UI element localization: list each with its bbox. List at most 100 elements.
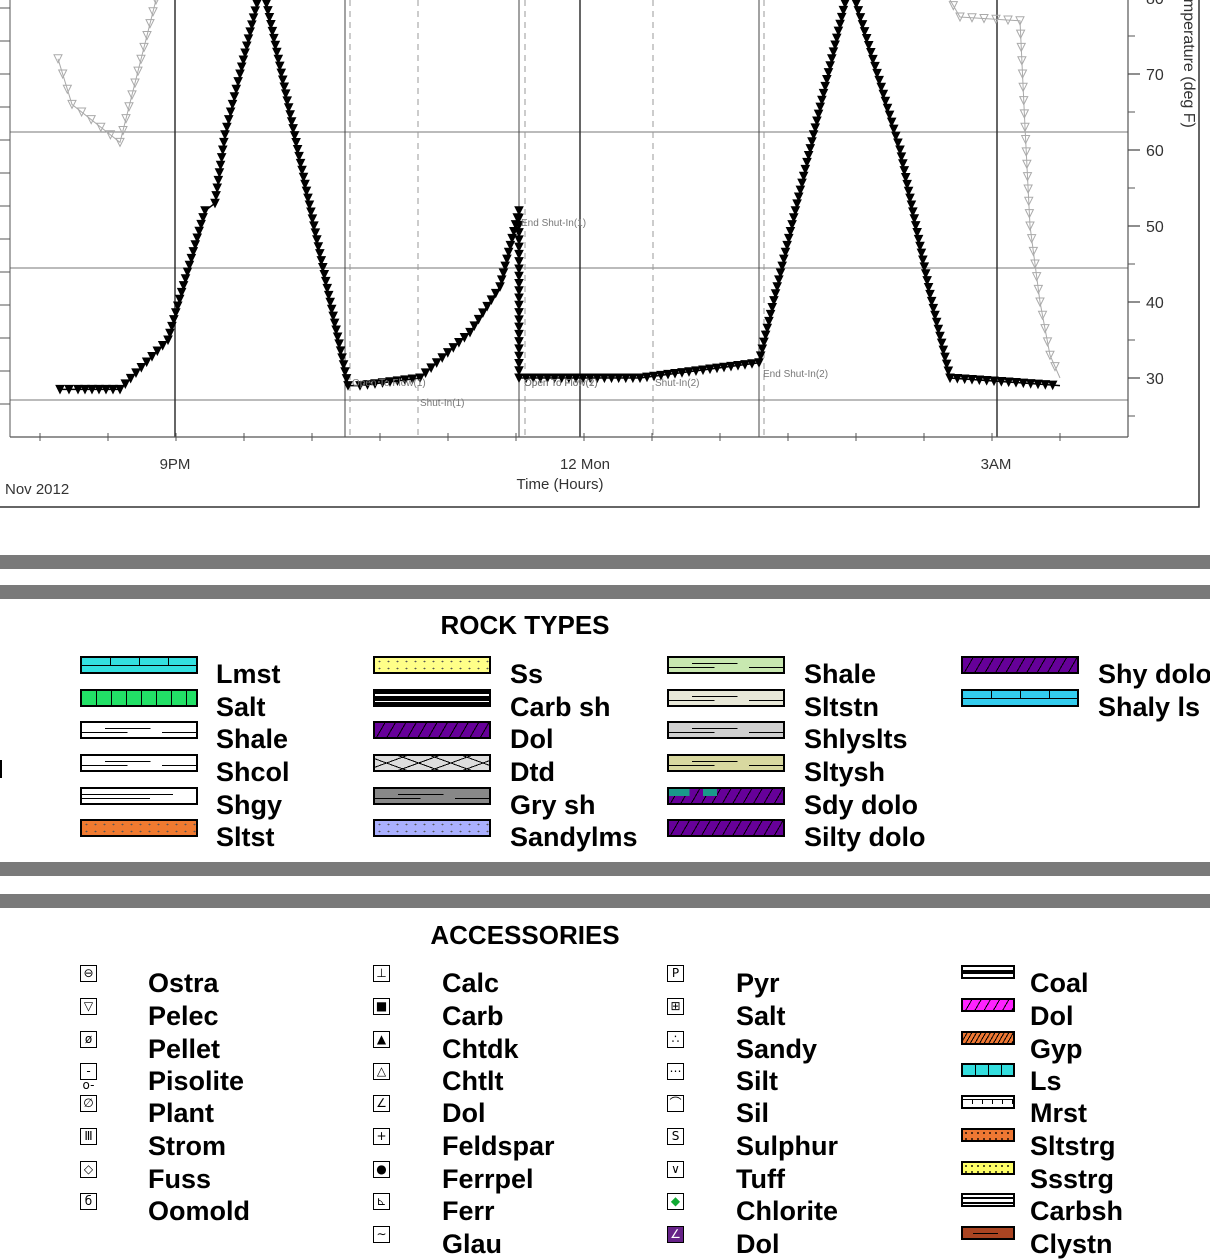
- temperature-point: [1028, 246, 1039, 257]
- pressure-point: [301, 186, 312, 197]
- pressure-point: [331, 325, 341, 336]
- temperature-point: [1020, 122, 1030, 133]
- pressure-point: [876, 82, 887, 93]
- pressure-point: [294, 151, 304, 162]
- pressure-point: [310, 228, 321, 238]
- pressure-point: [286, 117, 297, 127]
- pressure-point: [298, 172, 309, 183]
- pressure-point: [257, 0, 260, 2]
- chart-annotation: Open To Flow(1): [524, 378, 598, 389]
- chart-svg: 30 40 50 60 70 80 emperature (deg F) 9PM 12 Mon 3…: [0, 0, 1200, 508]
- pressure-point: [798, 171, 809, 182]
- y-tick-label: 80: [1146, 0, 1164, 8]
- pressure-point: [514, 213, 524, 224]
- pressure-point: [370, 379, 380, 389]
- accessory-label: Ssstrg: [1030, 1164, 1115, 1194]
- accessory-label: Chtdk: [442, 1034, 519, 1064]
- accessory-label: Carbsh: [1030, 1196, 1124, 1226]
- temperature-point: [1003, 15, 1013, 26]
- x-origin-label: Nov 2012: [5, 481, 69, 498]
- accessory-label: Dol: [736, 1229, 780, 1259]
- accessory-label: Mrst: [1030, 1098, 1088, 1128]
- accessory-symbol-icon: S: [667, 1128, 684, 1145]
- temperature-point: [1042, 337, 1053, 348]
- pressure-point: [219, 137, 229, 148]
- rock-swatch: [667, 754, 785, 772]
- accessory-label: Sltstrg: [1030, 1131, 1116, 1161]
- pressure-point: [795, 185, 806, 196]
- pressure-point: [307, 214, 318, 225]
- temperature-point: [139, 42, 149, 53]
- pressure-point: [514, 300, 524, 311]
- accessory-label: Carb: [442, 1001, 504, 1031]
- pressure-point: [521, 373, 531, 384]
- pressure-point: [807, 137, 817, 147]
- pressure-point: [780, 247, 791, 258]
- pressure-point: [514, 242, 524, 253]
- y-tick-label: 60: [1146, 143, 1164, 160]
- pressure-point: [262, 0, 271, 9]
- pressure-point: [55, 384, 65, 395]
- pressure-point: [505, 240, 516, 251]
- accessory-swatch: [961, 1193, 1015, 1207]
- pressure-point: [726, 361, 736, 372]
- temperature-point: [1035, 297, 1045, 308]
- pressure-point: [335, 346, 346, 356]
- rock-label: Sdy dolo: [804, 790, 918, 820]
- temperature-point: [948, 1, 959, 11]
- accessory-symbol-icon: ⊥: [373, 965, 390, 982]
- pressure-point: [783, 233, 794, 244]
- rock-label: Carb sh: [510, 692, 611, 722]
- pressure-point: [945, 373, 955, 384]
- pressure-point: [684, 367, 694, 377]
- pressure-point: [217, 145, 228, 156]
- pressure-point: [503, 247, 514, 258]
- accessory-symbol-icon: -o-: [80, 1063, 97, 1092]
- pressure-point: [606, 373, 617, 384]
- pressure-point: [514, 286, 524, 296]
- pressure-point: [514, 366, 524, 376]
- pressure-point: [884, 110, 895, 121]
- pressure-point: [900, 173, 911, 183]
- pressure-point: [788, 213, 799, 223]
- temperature-point: [62, 84, 73, 95]
- pressure-point: [210, 198, 220, 209]
- rock-swatch: [373, 754, 491, 772]
- pressure-point: [514, 264, 524, 275]
- temperature-point: [1020, 135, 1031, 145]
- accessory-symbol-icon: ø: [80, 1031, 97, 1048]
- pressure-point: [1033, 379, 1043, 390]
- rock-label: Shaly ls: [1098, 692, 1201, 722]
- temperature-point: [1021, 147, 1032, 158]
- pressure-point: [247, 20, 257, 31]
- pressure-point: [613, 373, 624, 384]
- rock-swatch: [373, 819, 491, 837]
- pressure-point: [866, 47, 876, 58]
- pressure-point: [1025, 379, 1036, 389]
- pressure-point: [833, 26, 844, 37]
- pressure-point: [831, 33, 842, 44]
- pressure-point: [400, 375, 410, 386]
- pressure-point: [420, 368, 431, 379]
- rock-label: Sltstn: [804, 692, 880, 722]
- pressure-point: [448, 343, 459, 353]
- pressure-point: [507, 233, 517, 244]
- pressure-point: [759, 337, 769, 348]
- pressure-point: [1003, 377, 1014, 388]
- accessory-swatch: [961, 965, 1015, 979]
- pressure-point: [909, 214, 920, 224]
- pressure-point: [514, 351, 524, 362]
- pressure-point: [94, 384, 104, 395]
- pressure-point: [919, 262, 930, 273]
- pressure-point: [486, 295, 497, 305]
- pressure-point: [338, 360, 349, 370]
- accessory-symbol-icon: ◇: [80, 1161, 97, 1178]
- pressure-point: [805, 144, 816, 154]
- pressure-point: [87, 384, 97, 395]
- pressure-point: [236, 62, 247, 73]
- pressure-point: [514, 315, 524, 325]
- rock-swatch: [667, 819, 785, 837]
- pressure-point: [431, 358, 442, 368]
- pressure-point: [322, 283, 333, 294]
- x-tick-label: 9PM: [160, 456, 191, 473]
